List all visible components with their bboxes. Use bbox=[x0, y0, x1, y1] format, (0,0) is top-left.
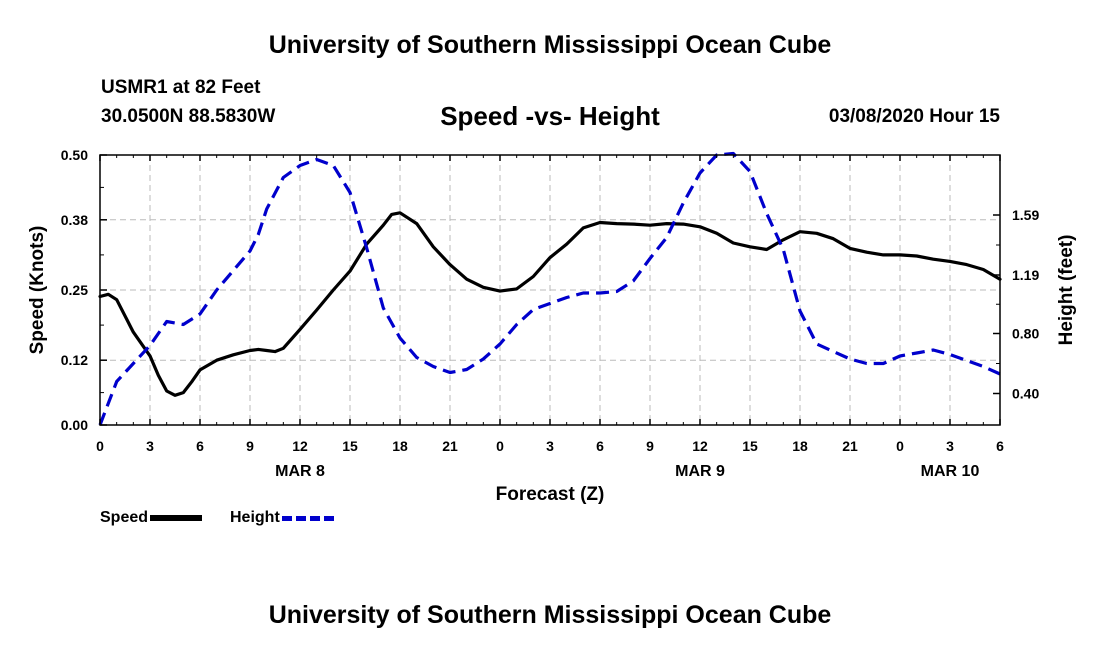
x-axis-title: Forecast (Z) bbox=[496, 484, 605, 505]
x-tick-label: 21 bbox=[442, 438, 458, 454]
date-label: MAR 9 bbox=[675, 463, 725, 480]
legend-height: Height bbox=[230, 509, 334, 527]
date-label: MAR 8 bbox=[275, 463, 325, 480]
x-tick-label: 21 bbox=[842, 438, 858, 454]
x-tick-label: 3 bbox=[946, 438, 954, 454]
y2-tick-label: 1.59 bbox=[1012, 207, 1039, 223]
x-tick-label: 3 bbox=[146, 438, 154, 454]
y-tick-label: 0.00 bbox=[61, 417, 88, 433]
x-tick-label: 0 bbox=[496, 438, 504, 454]
date-label: MAR 10 bbox=[921, 463, 980, 480]
legend-speed: Speed bbox=[100, 509, 203, 527]
y-tick-label: 0.25 bbox=[61, 282, 88, 298]
x-tick-label: 15 bbox=[742, 438, 758, 454]
x-tick-label: 6 bbox=[196, 438, 204, 454]
forecast-datetime: 03/08/2020 Hour 15 bbox=[828, 106, 1000, 127]
x-tick-label: 18 bbox=[792, 438, 808, 454]
series-layer bbox=[98, 151, 1002, 426]
x-tick-label: 9 bbox=[646, 438, 654, 454]
y2-tick-label: 1.19 bbox=[1012, 267, 1039, 283]
chart-title-top: University of Southern Mississippi Ocean… bbox=[268, 31, 832, 59]
legend-speed-label: Speed bbox=[100, 509, 149, 526]
y-tick-label: 0.12 bbox=[61, 352, 88, 368]
x-tick-label: 15 bbox=[342, 438, 358, 454]
legend-speed-swatch bbox=[150, 515, 203, 521]
x-tick-label: 18 bbox=[392, 438, 408, 454]
station-label: USMR1 at 82 Feet bbox=[101, 77, 261, 98]
y-tick-label: 0.50 bbox=[61, 147, 88, 163]
y-tick-label: 0.38 bbox=[61, 212, 88, 228]
y2-tick-label: 0.40 bbox=[1012, 386, 1039, 402]
x-tick-label: 12 bbox=[692, 438, 708, 454]
grid-lines bbox=[100, 155, 1000, 425]
axes: 0 3 6 9 12 15 18 21 0 3 6 9 12 15 18 21 0 3 6 MAR 8 MAR 9 MAR… bbox=[61, 147, 1040, 480]
x-tick-label: 0 bbox=[96, 438, 104, 454]
x-tick-label: 12 bbox=[292, 438, 308, 454]
legend-height-label: Height bbox=[230, 509, 280, 526]
coordinates-label: 30.0500N 88.5830W bbox=[101, 106, 276, 127]
speed-series-line bbox=[98, 211, 1002, 397]
legend-height-swatch bbox=[281, 515, 334, 521]
x-tick-label: 0 bbox=[896, 438, 904, 454]
y2-axis-title: Height (feet) bbox=[1056, 235, 1077, 346]
y-axis-title: Speed (Knots) bbox=[27, 226, 48, 355]
y2-tick-label: 0.80 bbox=[1012, 326, 1039, 342]
chart-title-bottom: University of Southern Mississippi Ocean… bbox=[268, 601, 832, 629]
chart-subtitle: Speed -vs- Height bbox=[440, 101, 660, 131]
x-tick-label: 6 bbox=[996, 438, 1004, 454]
x-tick-label: 3 bbox=[546, 438, 554, 454]
height-series-line bbox=[98, 151, 1001, 426]
x-tick-label: 9 bbox=[246, 438, 254, 454]
x-tick-label: 6 bbox=[596, 438, 604, 454]
